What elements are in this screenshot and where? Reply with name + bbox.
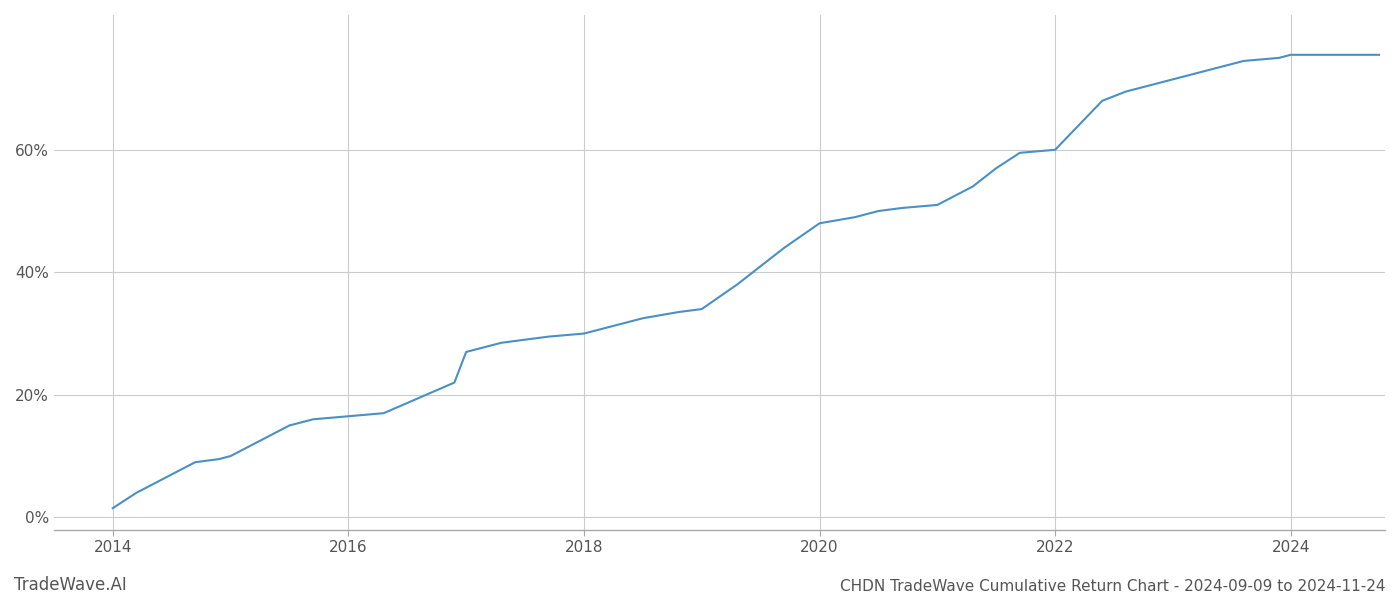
Text: CHDN TradeWave Cumulative Return Chart - 2024-09-09 to 2024-11-24: CHDN TradeWave Cumulative Return Chart -… — [840, 579, 1386, 594]
Text: TradeWave.AI: TradeWave.AI — [14, 576, 127, 594]
